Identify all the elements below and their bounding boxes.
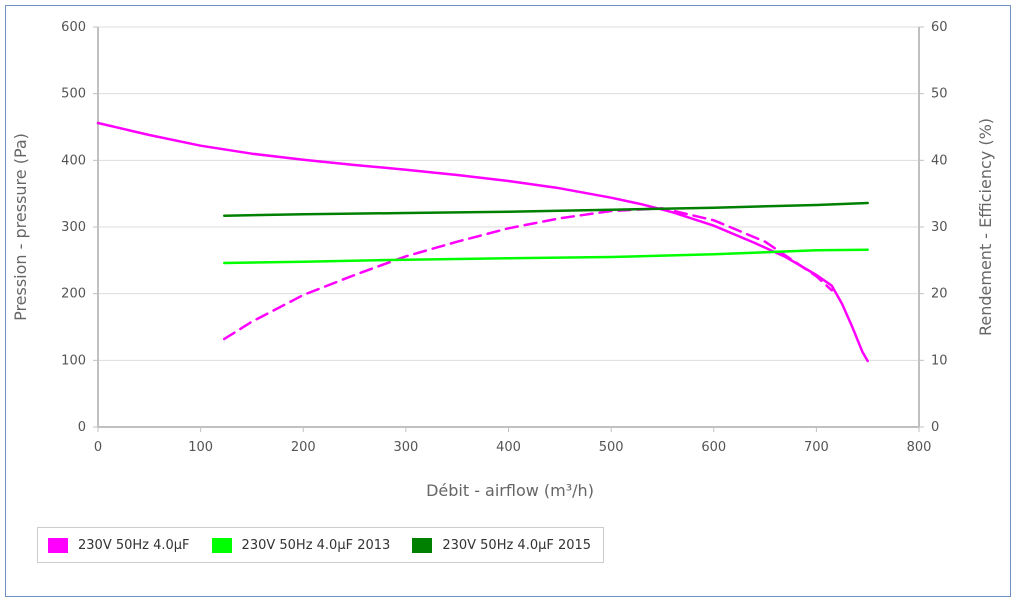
y-right-tick-label: 40	[931, 153, 948, 168]
legend-item-230v-4uf-2015[interactable]: 230V 50Hz 4.0µF 2015	[412, 537, 592, 553]
legend: 230V 50Hz 4.0µF 230V 50Hz 4.0µF 2013 230…	[37, 527, 605, 563]
series-line-0[interactable]	[96, 121, 869, 363]
y-axis-right-title: Rendement - Efficiency (%)	[976, 118, 995, 336]
x-tick-label: 800	[907, 440, 932, 455]
legend-swatch-magenta	[48, 537, 68, 553]
legend-swatch-dark-green	[412, 537, 433, 553]
y-right-tick-label: 50	[931, 87, 948, 102]
y-right-tick-label: 0	[931, 420, 939, 435]
y-left-tick-label: 0	[78, 420, 86, 435]
x-tick-label: 100	[188, 440, 213, 455]
y-right-tick-label: 10	[931, 353, 948, 368]
legend-label: 230V 50Hz 4.0µF	[78, 537, 190, 553]
x-tick-label: 500	[599, 440, 624, 455]
series-line-2[interactable]	[222, 248, 869, 265]
y-right-tick-label: 60	[931, 20, 948, 35]
legend-label: 230V 50Hz 4.0µF 2013	[241, 537, 391, 553]
axes	[93, 26, 924, 432]
x-tick-label: 300	[393, 440, 418, 455]
x-tick-label: 400	[496, 440, 521, 455]
x-tick-label: 600	[701, 440, 726, 455]
y-left-tick-label: 400	[61, 153, 86, 168]
x-tick-label: 700	[804, 440, 829, 455]
series-line-1-efficiency[interactable]	[222, 207, 834, 341]
series-group	[96, 121, 869, 363]
y-left-tick-label: 300	[61, 220, 86, 235]
grid	[98, 26, 919, 361]
y-right-tick-label: 20	[931, 287, 948, 302]
y-axis-left-title: Pression - pressure (Pa)	[11, 133, 30, 321]
legend-item-230v-4uf[interactable]: 230V 50Hz 4.0µF	[48, 537, 190, 553]
x-tick-label: 0	[94, 440, 102, 455]
series-line-3[interactable]	[222, 201, 869, 217]
y-right-tick-label: 30	[931, 220, 948, 235]
x-tick-label: 200	[291, 440, 316, 455]
y-left-tick-label: 100	[61, 353, 86, 368]
y-left-tick-label: 500	[61, 87, 86, 102]
y-left-tick-label: 600	[61, 20, 86, 35]
y-left-tick-label: 200	[61, 287, 86, 302]
legend-swatch-green	[211, 537, 232, 553]
legend-item-230v-4uf-2013[interactable]: 230V 50Hz 4.0µF 2013	[211, 537, 391, 553]
chart-container: 0 100 200 300 400 500 600 0 10 20 30 40 50 60 0 100 200 3…	[5, 5, 1011, 597]
legend-label: 230V 50Hz 4.0µF 2015	[442, 537, 592, 553]
x-axis-title: Débit - airflow (m³/h)	[426, 481, 594, 500]
